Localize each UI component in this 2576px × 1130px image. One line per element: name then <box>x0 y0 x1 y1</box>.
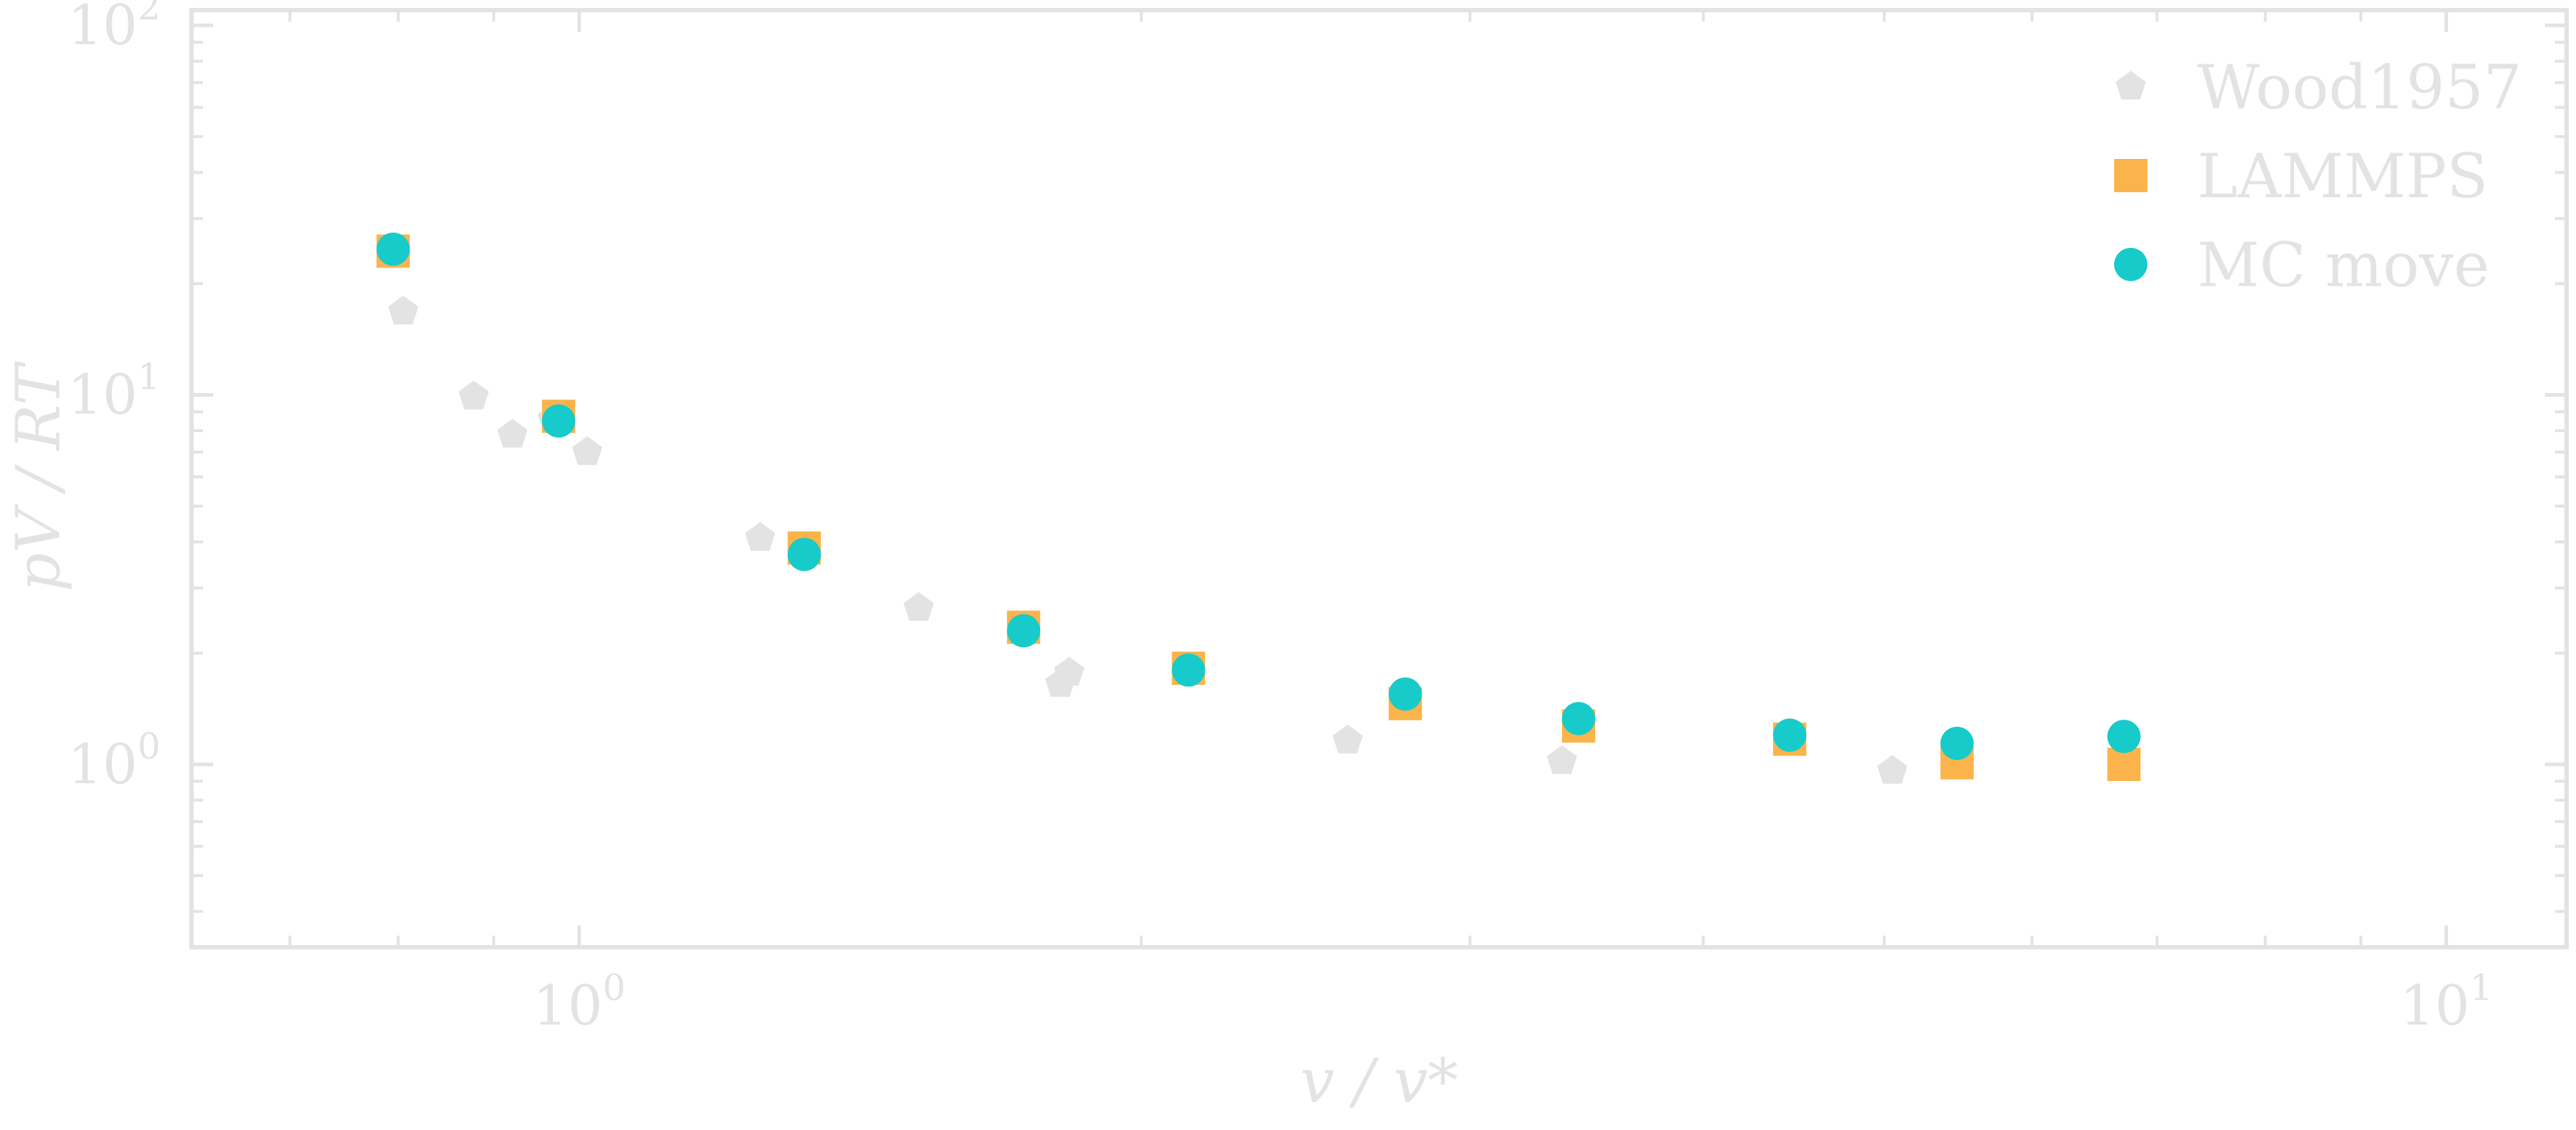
point-mc-move <box>376 232 410 266</box>
legend-label-wood1957: Wood1957 <box>2197 52 2522 123</box>
point-wood1957 <box>572 436 603 465</box>
y-tick-label: 102 <box>67 0 160 57</box>
y-axis-label: pV / RT <box>3 361 74 592</box>
point-wood1957 <box>388 296 418 325</box>
series-lammps <box>376 234 2141 781</box>
point-mc-move <box>787 538 821 572</box>
point-mc-move <box>1007 613 1041 647</box>
x-tick-label: 101 <box>2400 967 2493 1038</box>
legend-marker-lammps <box>2114 159 2147 192</box>
point-lammps <box>2107 747 2141 781</box>
point-wood1957 <box>744 522 776 551</box>
point-wood1957 <box>1547 745 1577 775</box>
legend-marker-mc-move <box>2114 248 2147 281</box>
axis-ticks <box>192 10 2567 947</box>
plot-frame <box>189 8 2569 949</box>
x-axis-label: v / v* <box>1300 1045 1459 1116</box>
series-mc-move <box>376 232 2141 760</box>
legend-label-mc-move: MC move <box>2197 230 2489 301</box>
legend: Wood1957 LAMMPS MC move <box>2114 52 2522 301</box>
point-mc-move <box>1388 677 1422 711</box>
x-tick-label: 100 <box>533 967 626 1038</box>
point-mc-move <box>1172 653 1206 687</box>
legend-marker-wood1957 <box>2116 71 2146 100</box>
point-wood1957 <box>1054 657 1085 686</box>
tick-labels: 100 101 100 101 102 <box>67 0 2492 1038</box>
point-mc-move <box>1940 726 1974 760</box>
point-wood1957 <box>903 592 934 621</box>
y-tick-label: 100 <box>67 725 160 796</box>
point-mc-move <box>1773 718 1807 752</box>
y-tick-label: 101 <box>67 356 160 427</box>
legend-label-lammps: LAMMPS <box>2197 141 2489 212</box>
data-points <box>376 232 2141 784</box>
point-wood1957 <box>458 380 489 410</box>
point-mc-move <box>2107 720 2141 754</box>
point-wood1957 <box>1332 725 1363 754</box>
point-mc-move <box>541 404 575 438</box>
point-wood1957 <box>497 418 528 448</box>
series-wood1957 <box>388 296 1907 784</box>
point-mc-move <box>1562 702 1596 736</box>
point-wood1957 <box>1877 755 1907 784</box>
